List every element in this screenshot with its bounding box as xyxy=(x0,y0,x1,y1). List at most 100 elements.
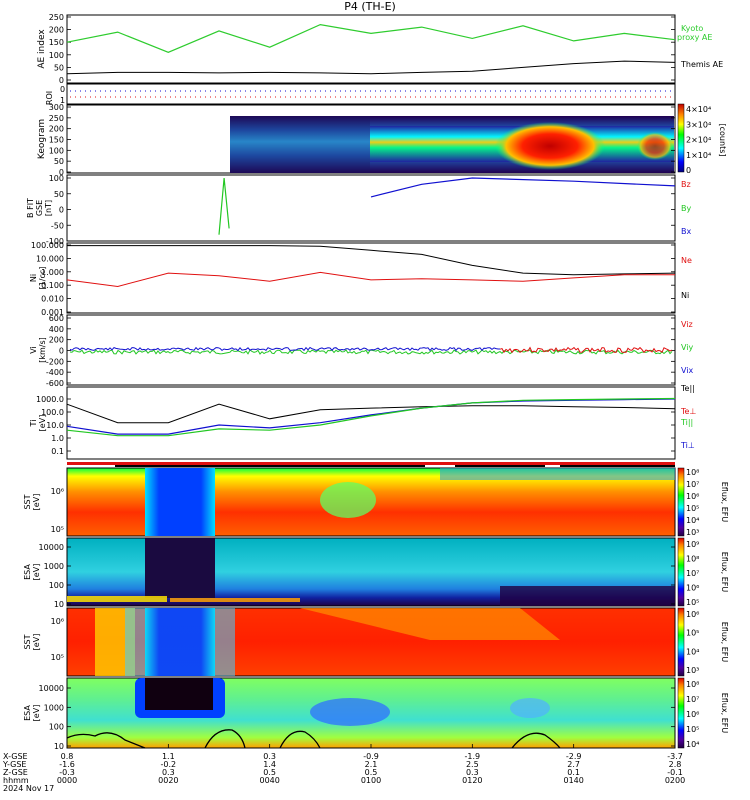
ti-ytick-label: 1.0 xyxy=(51,434,64,443)
vi-ylabel-2: [km/s] xyxy=(38,337,47,363)
panel-sst-ions: SST [eV] 10⁶ 10⁵ 10⁶ 10⁵ 10⁴ 10³ Eflux, EFU xyxy=(23,607,729,677)
bfit-ytick-label: 100 xyxy=(49,174,64,183)
esa-i-ytick-label: 100 xyxy=(49,723,64,732)
keogram-ytick-label: 250 xyxy=(49,114,64,123)
xaxis-tick-x: 0.8 xyxy=(61,752,74,761)
ni-legend-ne: Ne xyxy=(681,256,692,265)
sst-e-dropout xyxy=(145,468,215,536)
bfit-frame xyxy=(66,174,676,242)
vi-ytick-label: -400 xyxy=(46,368,64,377)
keogram-cbar-label: 1×10⁴ xyxy=(686,151,711,160)
ti-ytick-label: 100.0 xyxy=(41,408,64,417)
esa-i-dropout xyxy=(145,678,213,710)
esa-i-ytick-label: 1000 xyxy=(44,703,64,712)
sst-e-ylabel-2: [eV] xyxy=(32,494,41,511)
vi-ytick-label: -200 xyxy=(46,357,64,366)
ae-legend-themis: Themis AE xyxy=(680,60,723,69)
xaxis-tick-y: 2.5 xyxy=(466,760,479,769)
ti-ytick-label: 1000.0 xyxy=(36,395,64,404)
xaxis-tick-t: 0020 xyxy=(158,776,178,785)
xaxis-tick-y: -0.2 xyxy=(161,760,177,769)
esa-i-cbar-label: 10⁶ xyxy=(686,710,699,719)
xaxis-tick-t: 0140 xyxy=(563,776,583,785)
sst-e-cbar-label: 10⁵ xyxy=(686,504,699,513)
xaxis-tick-y: 2.1 xyxy=(365,760,378,769)
xaxis-row-x: X-GSE xyxy=(3,752,28,761)
esa-e-ytick-label: 100 xyxy=(49,581,64,590)
esa-i-black-curve xyxy=(66,729,561,749)
sst-e-colorbar-label: Eflux, EFU xyxy=(720,482,729,523)
keogram-bright-spot xyxy=(495,122,605,170)
ae-ytick-label: 150 xyxy=(49,38,64,47)
xaxis-tick-z: 0.5 xyxy=(365,768,378,777)
ae-legend-kyoto: Kyoto xyxy=(681,24,703,33)
ni-ytick-label: 0.100 xyxy=(41,281,64,290)
panel-roi: ROI 0 1 xyxy=(45,83,676,105)
ae-ytick-label: 250 xyxy=(49,13,64,22)
vi-vix-line xyxy=(69,346,500,352)
sst-i-cbar-label: 10⁶ xyxy=(686,610,699,619)
x-axis-labels: X-GSE Y-GSE Z-GSE hhmm 2024 Nov 17 0.8-1… xyxy=(2,744,685,793)
esa-e-low-band xyxy=(67,596,167,602)
xaxis-tick-t: 0200 xyxy=(665,776,685,785)
bfit-ytick-label: 50 xyxy=(54,190,64,199)
sst-e-top-band xyxy=(440,468,675,480)
esa-i-blue-spot-2 xyxy=(510,698,550,718)
ti-tperp-line xyxy=(66,398,676,435)
esa-i-blue-spot xyxy=(310,698,390,726)
ni-ytick-label: 10.000 xyxy=(36,254,64,263)
esa-e-dropout xyxy=(145,538,215,598)
esa-e-colorbar xyxy=(677,537,685,607)
status-bar xyxy=(67,462,675,467)
xaxis-tick-x: -0.9 xyxy=(363,752,379,761)
esa-e-ylabel-2: [eV] xyxy=(32,564,41,581)
ae-frame xyxy=(66,14,676,84)
keogram-ytick-label: 300 xyxy=(49,103,64,112)
esa-i-cbar-label: 10⁸ xyxy=(686,680,699,689)
panel-ti: Ti [eV] 1000.0 100.0 10.0 1.0 0.1 Te|| Te⊥ T… xyxy=(29,384,696,460)
ae-kyoto-line xyxy=(66,23,676,53)
xaxis-tick-y: 1.4 xyxy=(263,760,276,769)
ti-ylabel-2: [eV] xyxy=(38,415,47,432)
esa-e-ylabel-1: ESA xyxy=(23,564,32,580)
xaxis-tick-t: 0040 xyxy=(259,776,279,785)
xaxis-row-y: Y-GSE xyxy=(2,760,26,769)
esa-e-cbar-label: 10⁶ xyxy=(686,584,699,593)
esa-i-cbar-label: 10⁵ xyxy=(686,725,699,734)
vi-legend-viy: Viy xyxy=(681,343,694,352)
esa-i-ytick-label: 10000 xyxy=(39,684,64,693)
ni-ylabel-2: [1/cc] xyxy=(38,267,47,290)
esa-e-cbar-label: 10⁷ xyxy=(686,569,699,578)
ti-legend-te-perp: Te⊥ xyxy=(680,407,696,416)
esa-e-cbar-label: 10⁸ xyxy=(686,555,699,564)
ni-frame xyxy=(66,242,676,314)
keogram-ylabel: Keogram xyxy=(37,119,47,159)
xaxis-tick-x: 1.1 xyxy=(162,752,175,761)
ni-ytick-label: 1.000 xyxy=(41,268,64,277)
xaxis-tick-x: -1.9 xyxy=(465,752,481,761)
keogram-cbar-label: 3×10⁴ xyxy=(686,120,711,129)
ae-ytick-label: 200 xyxy=(49,26,64,35)
keogram-ytick-label: 200 xyxy=(49,125,64,134)
status-bar-black-3 xyxy=(560,465,675,467)
esa-i-yticks: 10000 1000 100 10 xyxy=(39,684,675,751)
keogram-colorbar-ticks: 4×10⁴ 3×10⁴ 2×10⁴ 1×10⁴ 0 xyxy=(686,105,711,175)
sst-e-ytick-1: 10⁵ xyxy=(51,525,64,534)
vi-ytick-label: 0 xyxy=(59,347,64,356)
sst-e-colorbar xyxy=(677,467,685,537)
ni-ytick-label: 0.010 xyxy=(41,295,64,304)
status-bar-red xyxy=(67,462,675,465)
keogram-ytick-label: 150 xyxy=(49,136,64,145)
esa-i-ytick-label: 10 xyxy=(54,742,64,751)
status-bar-black-1 xyxy=(115,465,425,467)
sst-i-cbar-label: 10⁵ xyxy=(686,629,699,638)
bfit-ytick-label: 0 xyxy=(59,206,64,215)
ti-ylabel-1: Ti xyxy=(29,420,38,428)
ni-legend-ni: Ni xyxy=(681,291,689,300)
vi-yticks: 600 400 200 0-200 -400 -600 xyxy=(46,314,675,388)
sst-e-cbar-label: 10⁶ xyxy=(686,492,699,501)
keogram-bright-spot-2 xyxy=(637,132,673,160)
xaxis-tick-z: 0.1 xyxy=(567,768,580,777)
